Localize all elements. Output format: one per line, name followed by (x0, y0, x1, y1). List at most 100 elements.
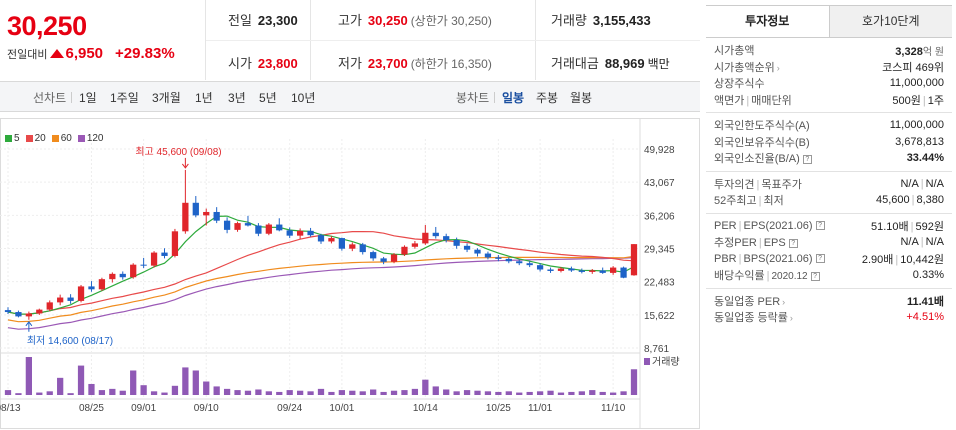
volume-bar (317, 388, 325, 395)
candle-body (536, 265, 544, 270)
volume-bar (77, 365, 85, 395)
target-label: 목표주가 (761, 178, 802, 191)
candle-body (359, 244, 366, 253)
separator: | (756, 178, 760, 191)
volume-bar (307, 391, 314, 395)
opinion-label: 투자의견 (714, 178, 755, 191)
market-cap-group: 시가총액 3,328억 원 시가총액순위 › 코스피 469위 상장주식수 11,… (706, 38, 952, 113)
help-icon[interactable]: ? (815, 221, 825, 231)
volume-bar (474, 390, 481, 395)
volume-bar (57, 377, 64, 395)
period-1day[interactable]: 1일 (79, 91, 97, 105)
candle-body (370, 252, 377, 259)
week52-row: 52주최고 | 최저 45,600 | 8,380 (714, 192, 944, 209)
shares-value: 11,000,000 (889, 77, 944, 90)
volume: 거래량 3,155,433 (551, 10, 651, 29)
candle-body (630, 244, 638, 276)
legend-ma120-label: 120 (86, 133, 104, 144)
volume-bar (150, 391, 158, 395)
legend-ma5[interactable]: 5 (5, 133, 20, 144)
volume-bar (536, 391, 544, 395)
period-1week[interactable]: 1주일 (110, 91, 139, 105)
eps-label: EPS(2021.06) (743, 219, 813, 232)
market-cap-rank-row[interactable]: 시가총액순위 › 코스피 469위 (714, 59, 944, 76)
candle-monthly[interactable]: 월봉 (570, 91, 593, 105)
period-10year[interactable]: 10년 (291, 91, 316, 105)
volume-bar (88, 383, 95, 395)
period-3month[interactable]: 3개월 (152, 91, 181, 105)
candle-body (171, 231, 179, 256)
volume-bar (328, 391, 335, 395)
volume-bar (276, 391, 283, 395)
volume-bar (171, 385, 179, 395)
foreign-hold-row: 외국인보유주식수(B) 3,678,813 (714, 134, 944, 151)
candle-body (443, 236, 450, 241)
open-price: 시가 23,800 (228, 53, 298, 72)
candle-chart-label[interactable]: 봉차트 (456, 91, 490, 105)
candle-body (98, 279, 106, 290)
tab-order-book[interactable]: 호가10단계 (829, 6, 952, 37)
period-1year[interactable]: 1년 (195, 91, 213, 105)
period-5year[interactable]: 5년 (259, 91, 277, 105)
market-cap-rank-label: 시가총액순위 (714, 61, 775, 74)
help-icon[interactable]: ? (815, 254, 825, 264)
volume-label: 거래량 (551, 13, 587, 28)
max-annotation: 최고 45,600 (09/08) (135, 146, 221, 158)
volume-bar (234, 390, 241, 395)
lower-limit: (하한가 16,350) (410, 57, 492, 71)
foreign-ratio-label: 외국인소진율(B/A) (714, 153, 800, 166)
current-price: 30,250 (7, 11, 87, 41)
x-tick-label: 09/10 (194, 403, 219, 414)
volume-bar (630, 369, 638, 395)
volume-bar (443, 389, 450, 395)
week52-high-label: 52주최고 (714, 195, 757, 208)
line-chart-label[interactable]: 선차트 (33, 91, 67, 105)
volume-bar (432, 386, 439, 395)
dividend-value: 0.33% (912, 269, 944, 282)
x-tick-label: 09/01 (131, 403, 156, 414)
candle-body (578, 270, 585, 272)
volume-bar (297, 390, 304, 395)
legend-ma20[interactable]: 20 (25, 133, 46, 144)
help-icon[interactable]: ? (788, 238, 798, 248)
industry-change-label: 동일업종 등락률 (714, 312, 788, 325)
volume-bar (589, 390, 596, 395)
market-cap-row: 시가총액 3,328억 원 (714, 42, 944, 59)
volume-bar (265, 391, 272, 395)
tab-investment-info[interactable]: 투자정보 (706, 6, 830, 37)
legend-ma60[interactable]: 60 (51, 133, 72, 144)
industry-change-row[interactable]: 동일업종 등락률 › +4.51% (714, 309, 944, 326)
dividend-date: 2020.12 (771, 271, 808, 283)
period-3year[interactable]: 3년 (228, 91, 246, 105)
help-icon[interactable]: ? (810, 271, 820, 281)
prev-close: 전일 23,300 (228, 10, 298, 29)
volume-bar (401, 390, 408, 395)
candle-body (234, 223, 241, 230)
industry-per-row[interactable]: 동일업종 PER › 11.41배 (714, 293, 944, 310)
candle-daily[interactable]: 일봉 (502, 91, 525, 105)
legend-ma120[interactable]: 120 (77, 133, 104, 144)
est-per-label: 추정PER (714, 237, 757, 250)
par-label: 액면가 (714, 94, 745, 107)
change-label: 전일대비 (7, 48, 48, 61)
separator: | (746, 94, 750, 107)
y-tick-label: 29,345 (644, 244, 675, 255)
help-icon[interactable]: ? (802, 154, 812, 164)
candle-body (276, 224, 283, 231)
est-eps-label: EPS (763, 237, 786, 250)
separator: | (920, 177, 924, 190)
chevron-right-icon: › (776, 62, 780, 73)
volume-bar (161, 392, 168, 395)
separator: | (738, 252, 742, 265)
volume-bar (370, 389, 377, 395)
volume-bar (67, 393, 74, 395)
change-amount: 6,950 (65, 45, 104, 62)
candle-weekly[interactable]: 주봉 (536, 91, 559, 105)
foreign-ratio-value: 33.44% (906, 152, 944, 165)
volume-bar (359, 391, 366, 395)
volume-bar (213, 386, 220, 395)
volume-bar (557, 392, 565, 395)
volume-bar (192, 370, 199, 395)
industry-per-label: 동일업종 PER (714, 295, 781, 308)
volume-bar (109, 388, 116, 395)
